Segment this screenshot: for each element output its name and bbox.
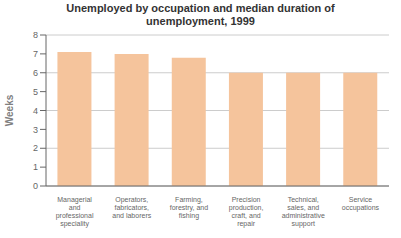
svg-text:Serviceoccupations: Serviceoccupations — [342, 196, 380, 212]
svg-text:1: 1 — [33, 162, 38, 172]
svg-text:Weeks: Weeks — [8, 94, 15, 126]
html-text:Unemployed by occupation and m: Unemployed by occupation and median dura… — [66, 2, 335, 14]
svg-text:Technical,sales, andadministra: Technical,sales, andadministrativesuppor… — [282, 196, 325, 228]
svg-text:Managerialandprofessionalspeci: Managerialandprofessionalspeciality — [56, 196, 94, 228]
html-text:unemployment, 1999: unemployment, 1999 — [146, 15, 255, 27]
svg-text:3: 3 — [33, 125, 38, 135]
svg-text:Operators,fabricators,and labo: Operators,fabricators,and laborers — [112, 196, 151, 219]
svg-text:2: 2 — [33, 143, 38, 153]
svg-text:6: 6 — [33, 68, 38, 78]
svg-text:Farming,forestry, andfishing: Farming,forestry, andfishing — [170, 196, 208, 220]
svg-text:7: 7 — [33, 49, 38, 59]
svg-text:Precisionproduction,craft, and: Precisionproduction,craft, andrepair — [229, 196, 264, 228]
svg-text:8: 8 — [33, 30, 38, 40]
svg-text:4: 4 — [33, 106, 38, 116]
svg-text:0: 0 — [33, 181, 38, 191]
svg-text:5: 5 — [33, 87, 38, 97]
